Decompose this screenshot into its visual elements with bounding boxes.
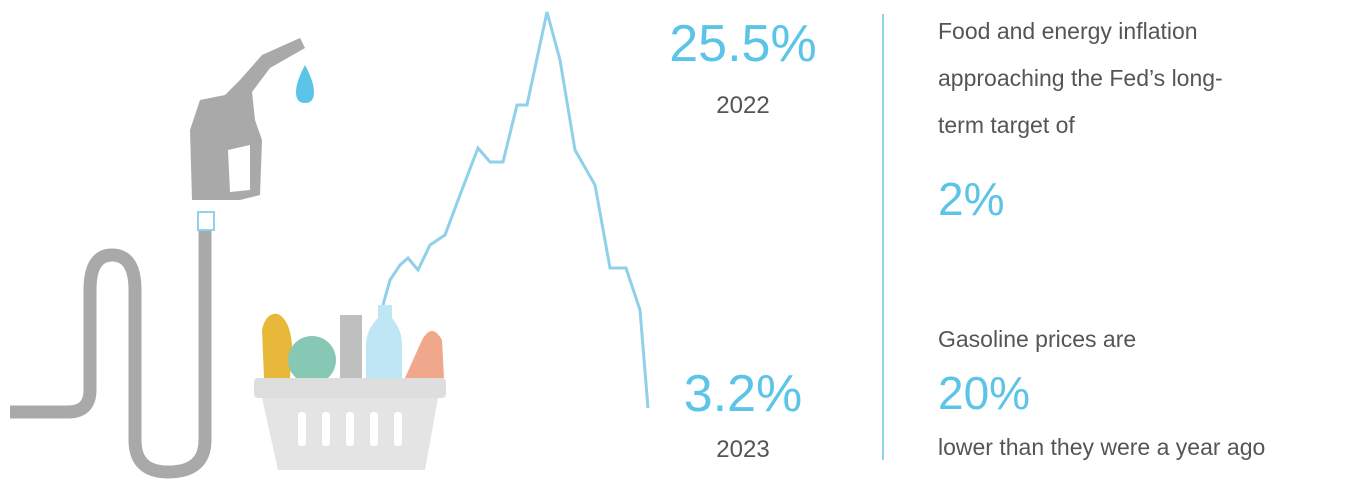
note-figure: 2% [938, 176, 1004, 222]
peak-year: 2022 [633, 94, 853, 118]
note-intro: Gasoline prices are [938, 316, 1136, 363]
note-text: lower than they were a year ago [938, 424, 1265, 471]
apple [288, 336, 336, 384]
hose-clip [198, 212, 214, 230]
note-figure: 20% [938, 370, 1030, 416]
fuel-hose [10, 225, 205, 472]
infographic: 25.5% 2022 3.2% 2023 Food and energy inf… [0, 0, 1354, 481]
latest-value: 3.2% [633, 368, 853, 420]
basket-rim [254, 378, 446, 398]
nozzle-grip [228, 145, 250, 192]
sausage [405, 331, 444, 378]
fuel-drop [296, 65, 314, 103]
bottle [366, 305, 402, 380]
latest-year: 2023 [633, 438, 853, 462]
bread [262, 314, 292, 378]
note-text: Food and energy inflation approaching th… [938, 8, 1228, 149]
peak-value: 25.5% [633, 18, 853, 70]
